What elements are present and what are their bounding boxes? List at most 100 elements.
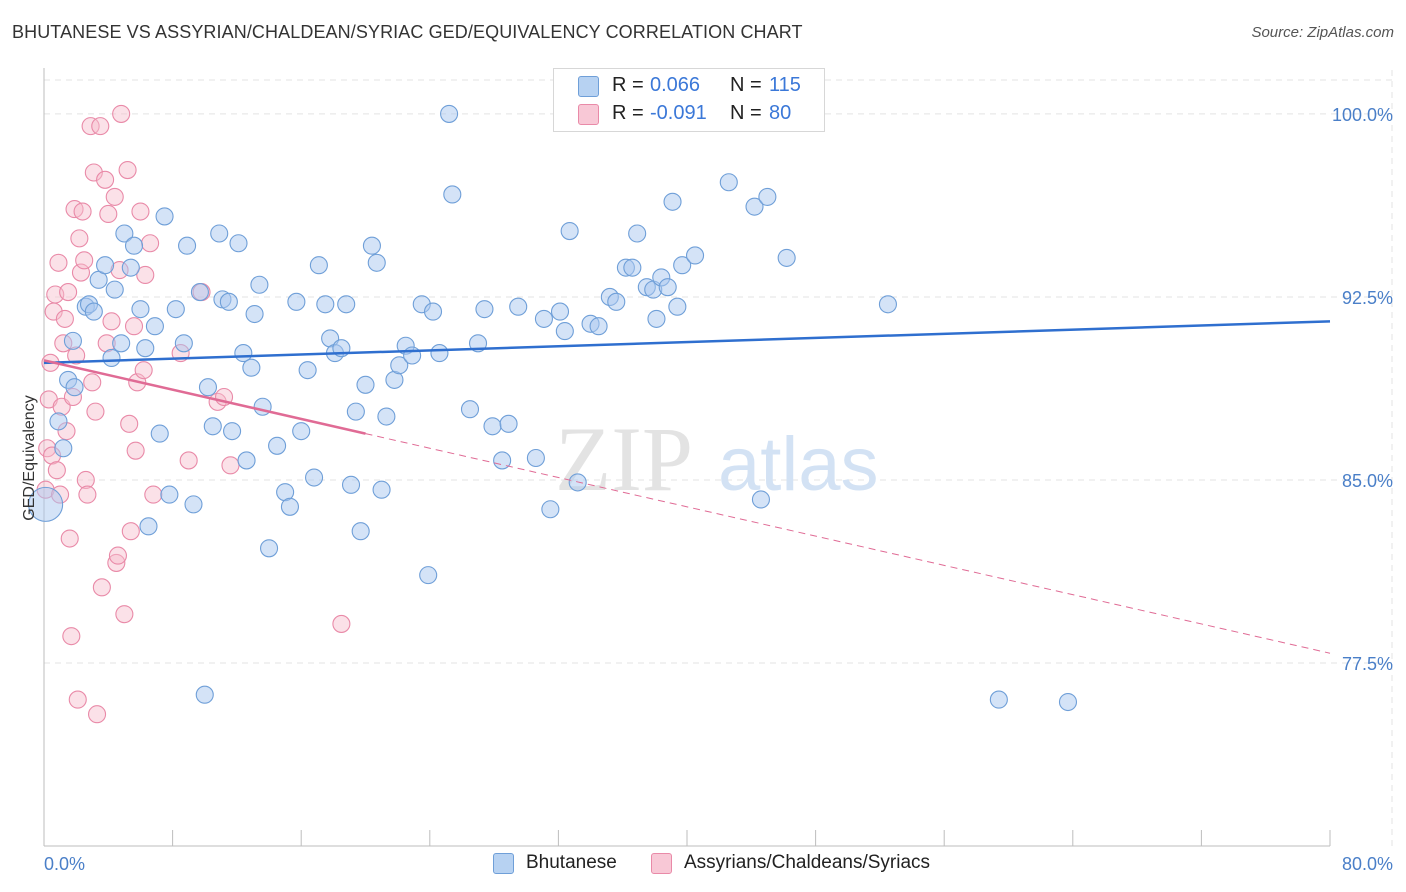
legend-r-value: -0.091 (650, 102, 707, 124)
grid-lines (44, 70, 1393, 846)
point-assyrians (107, 553, 126, 572)
point-bhutanese (268, 436, 287, 455)
point-bhutanese (229, 234, 248, 253)
point-bhutanese (112, 334, 131, 353)
point-assyrians (91, 117, 110, 136)
legend-n-label: N = (730, 74, 762, 96)
point-assyrians (126, 441, 145, 460)
trend-lines (43, 320, 1331, 654)
point-assyrians (68, 690, 87, 709)
legend-swatch-pink (578, 104, 599, 125)
point-bhutanese (628, 224, 647, 243)
point-bhutanese (419, 566, 438, 585)
watermark-zip: ZIP (555, 408, 693, 510)
point-bhutanese (430, 344, 449, 363)
point-assyrians (221, 456, 240, 475)
point-bhutanese (440, 104, 459, 123)
point-bhutanese (685, 246, 705, 265)
point-assyrians (55, 309, 74, 328)
series-legend-label: Bhutanese (526, 852, 617, 873)
point-bhutanese (1058, 692, 1078, 712)
point-bhutanese (719, 173, 738, 192)
point-bhutanese (155, 207, 174, 226)
legend-n-value: 80 (769, 102, 792, 124)
point-assyrians (108, 546, 127, 565)
point-bhutanese (102, 348, 121, 367)
point-bhutanese (589, 317, 608, 336)
point-bhutanese (115, 224, 134, 243)
point-bhutanese (337, 295, 356, 314)
point-assyrians (60, 529, 79, 548)
point-bhutanese (377, 407, 396, 426)
point-bhutanese (150, 424, 169, 443)
legend-n-label: N = (730, 102, 762, 124)
point-assyrians (81, 117, 100, 136)
trend-line-bhutanese (43, 320, 1331, 365)
point-assyrians (87, 705, 107, 724)
point-assyrians (84, 163, 103, 182)
series-swatch-blue (493, 853, 514, 874)
correlation-legend: R = 0.066 N = 115 R = -0.091 N = 80 (553, 68, 825, 132)
point-bhutanese (198, 378, 218, 397)
point-assyrians (47, 461, 66, 480)
point-assyrians (49, 253, 68, 272)
point-bhutanese (259, 539, 279, 558)
point-assyrians (131, 202, 150, 221)
point-bhutanese (195, 685, 214, 704)
point-assyrians (124, 317, 144, 336)
y-tick-label: 100.0% (1332, 105, 1393, 125)
trend-line-assyrians-extension (365, 433, 1331, 654)
point-bhutanese (292, 422, 311, 441)
point-bhutanese (989, 690, 1008, 709)
point-bhutanese (560, 222, 579, 241)
point-bhutanese (607, 292, 626, 311)
point-bhutanese (751, 490, 770, 509)
legend-swatch-blue (578, 76, 599, 97)
point-bhutanese (509, 297, 528, 316)
point-bhutanese (96, 256, 115, 275)
point-bhutanese (526, 448, 545, 468)
point-bhutanese (298, 361, 317, 380)
point-assyrians (76, 470, 95, 490)
point-bhutanese (443, 185, 462, 204)
point-assyrians (332, 614, 351, 633)
point-assyrians (141, 234, 160, 253)
point-bhutanese (166, 300, 185, 319)
point-bhutanese (777, 248, 796, 267)
point-assyrians (105, 187, 124, 206)
point-assyrians (120, 414, 139, 433)
points-assyrians (36, 104, 351, 724)
point-assyrians (99, 204, 118, 224)
point-assyrians (75, 251, 94, 270)
point-bhutanese (105, 280, 124, 299)
chart-title: BHUTANESE VS ASSYRIAN/CHALDEAN/SYRIAC GE… (12, 22, 803, 42)
series-legend-label: Assyrians/Chaldeans/Syriacs (684, 852, 931, 873)
point-assyrians (179, 451, 198, 470)
point-bhutanese (245, 304, 264, 324)
point-bhutanese (499, 414, 518, 433)
point-bhutanese (550, 302, 570, 321)
legend-r-label: R = (612, 102, 644, 124)
point-assyrians (96, 170, 115, 189)
point-bhutanese (623, 258, 642, 277)
point-bhutanese (663, 192, 682, 211)
point-assyrians (92, 578, 111, 597)
series-legend: Bhutanese Assyrians/Chaldeans/Syriacs (0, 852, 1406, 876)
point-bhutanese (555, 322, 574, 341)
point-bhutanese (390, 356, 409, 375)
point-bhutanese (65, 378, 84, 397)
point-assyrians (78, 485, 97, 504)
x-tick-label: 0.0% (44, 854, 85, 874)
point-bhutanese (174, 334, 193, 353)
point-bhutanese (49, 412, 68, 431)
point-bhutanese (124, 236, 144, 255)
tick-labels: 77.5% 85.0% 92.5% 100.0% 0.0% 80.0% (44, 105, 1393, 874)
point-bhutanese (423, 302, 443, 321)
point-bhutanese (219, 292, 238, 311)
point-bhutanese (346, 402, 365, 421)
point-bhutanese (647, 309, 666, 328)
point-bhutanese (356, 375, 375, 394)
point-assyrians (118, 161, 137, 180)
point-assyrians (70, 229, 89, 248)
point-bhutanese (139, 517, 158, 536)
